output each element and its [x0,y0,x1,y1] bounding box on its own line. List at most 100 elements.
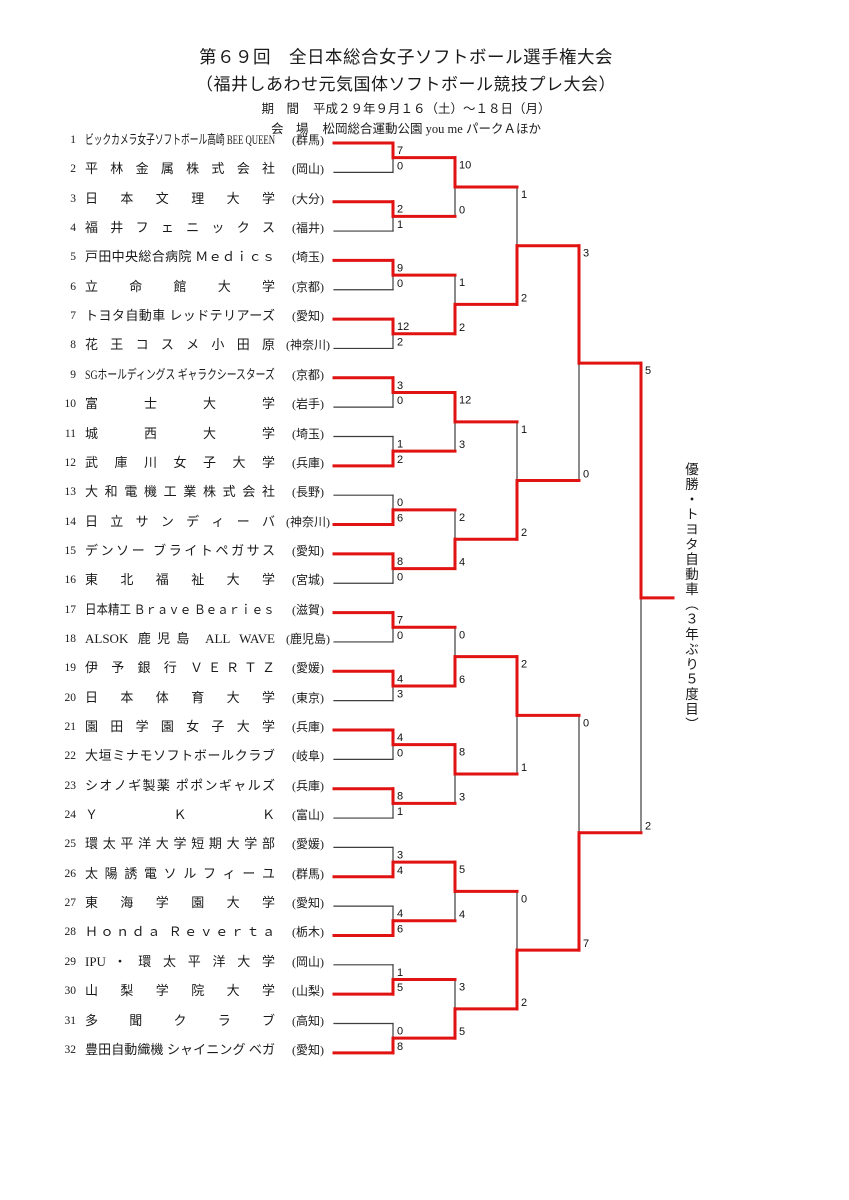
score-label: 8 [397,1041,403,1053]
team-number: 17 [64,603,77,616]
team-number: 13 [64,486,77,499]
score-label: 5 [459,864,465,876]
team-number: 27 [64,897,77,910]
team-row: 14 日 立 サ ン デ ィ ー バ (神奈川) [0,514,849,530]
team-number: 26 [64,867,77,880]
team-row: 3 日 本 文 理 大 学 (大分) [0,191,849,207]
score-label: 7 [397,615,403,627]
team-name: 立 命 館 大 学 [85,278,275,294]
team-prefecture: (愛知) [292,309,324,324]
team-number: 18 [64,632,77,645]
team-row: 4 福 井 フ ェ ニ ッ ク ス (福井) [0,220,849,236]
team-name: シオノギ製薬 ポポンギャルズ [85,777,275,793]
team-prefecture: (高知) [292,1013,324,1028]
team-name: 武 庫 川 女 子 大 学 [85,454,275,470]
score-label: 2 [521,997,527,1009]
team-number: 21 [64,721,77,733]
score-label: 0 [397,395,403,407]
score-label: 2 [397,454,403,466]
team-prefecture: (愛知) [292,896,324,911]
team-number: 9 [70,368,76,381]
team-prefecture: (岐阜) [292,749,324,764]
team-row: 28 Ｈｏｎｄａ Ｒｅｖｅｒｔａ (栃木) [0,924,849,940]
team-name: 園 田 学 園 女 子 大 学 [85,719,275,734]
team-name: IPU ・ 環 太 平 洋 大 学 [85,953,275,969]
team-number: 11 [64,427,76,440]
team-name: 日 立 サ ン デ ィ ー バ [85,513,275,529]
team-number: 16 [64,574,77,587]
team-number: 10 [64,398,77,411]
score-label: 10 [459,160,471,172]
score-label: 2 [521,292,527,304]
score-label: 2 [459,512,465,524]
team-number: 1 [70,134,76,146]
team-prefecture: (京都) [292,367,324,382]
score-label: 1 [397,967,403,979]
team-row: 1 ビックカメラ女子ソフトボール高崎 BEE QUEEN (群馬) [0,132,849,148]
score-label: 3 [459,791,465,803]
team-name: 日 本 体 育 大 学 [85,689,275,705]
team-row: 9 SGホールディングス ギャラクシースターズ (京都) [0,367,849,383]
score-label: 12 [397,321,409,333]
tournament-subtitle: （福井しあわせ元気国体ソフトボール競技プレ大会） [196,75,616,94]
score-label: 0 [397,1026,403,1038]
team-row: 12 武 庫 川 女 子 大 学 (兵庫) [0,455,849,471]
team-row: 16 東 北 福 祉 大 学 (宮城) [0,572,849,588]
team-prefecture: (京都) [292,279,324,294]
score-label: 3 [459,439,465,451]
team-row: 30 山 梨 学 院 大 学 (山梨) [0,983,849,999]
score-label: 5 [397,982,403,994]
score-label: 4 [397,865,403,877]
team-name: SGホールディングス ギャラクシースターズ [85,366,275,382]
score-label: 4 [397,732,403,744]
score-label: 8 [459,747,465,759]
team-prefecture: (神奈川) [286,338,330,353]
team-number: 31 [64,1014,77,1027]
team-row: 23 シオノギ製薬 ポポンギャルズ (兵庫) [0,778,849,794]
team-name: 花 王 コ ス メ 小 田 原 [85,337,275,353]
team-number: 23 [64,779,77,792]
team-row: 11 城 西 大 学 (埼玉) [0,426,849,442]
score-label: 3 [397,380,403,392]
team-number: 8 [70,339,76,352]
team-prefecture: (愛知) [292,1042,324,1057]
score-label: 2 [397,204,403,216]
score-label: 4 [397,673,403,685]
score-label: 6 [397,513,403,525]
team-prefecture: (愛媛) [292,837,324,852]
team-row: 17 日本精工 Ｂｒａｖｅ Ｂｅａｒｉｅｓ (滋賀) [0,602,849,618]
score-label: 0 [583,717,589,729]
period-value: 平成２９年９月１６（土）～１８日（月） [313,102,551,116]
team-number: 5 [70,251,76,264]
team-row: 15 デンソー ブライトペガサス (愛知) [0,543,849,559]
score-label: 2 [521,527,527,539]
team-name: ALSOK 鹿児島 ALL WAVE [85,630,275,646]
score-label: 0 [397,630,403,642]
team-number: 14 [64,515,77,528]
team-row: 6 立 命 館 大 学 (京都) [0,279,849,295]
team-row: 25 環 太 平 洋 大 学 短 期 大 学 部 (愛媛) [0,836,849,852]
score-label: 7 [397,145,403,157]
score-label: 0 [521,893,527,905]
team-row: 21 園 田 学 園 女 子 大 学 (兵庫) [0,719,849,735]
score-label: 2 [521,659,527,671]
team-prefecture: (兵庫) [292,455,324,470]
team-name: 多 聞 ク ラ ブ [85,1012,275,1028]
team-prefecture: (福井) [292,221,324,236]
team-name: Ｈｏｎｄａ Ｒｅｖｅｒｔａ [85,924,275,940]
score-label: 0 [459,629,465,641]
team-number: 24 [64,809,77,822]
team-name: 城 西 大 学 [85,425,275,441]
score-label: 8 [397,791,403,803]
score-label: 0 [397,571,403,583]
team-name: 福 井 フ ェ ニ ッ ク ス [85,220,275,236]
score-label: 0 [583,469,589,481]
team-prefecture: (埼玉) [292,250,324,265]
team-name: 環 太 平 洋 大 学 短 期 大 学 部 [85,836,275,852]
team-row: 27 東 海 学 園 大 学 (愛知) [0,895,849,911]
score-label: 2 [645,821,651,833]
team-prefecture: (神奈川) [286,514,330,529]
venue-value: 松岡総合運動公園 you me パークＡほか [322,122,541,136]
team-row: 31 多 聞 ク ラ ブ (高知) [0,1013,849,1029]
